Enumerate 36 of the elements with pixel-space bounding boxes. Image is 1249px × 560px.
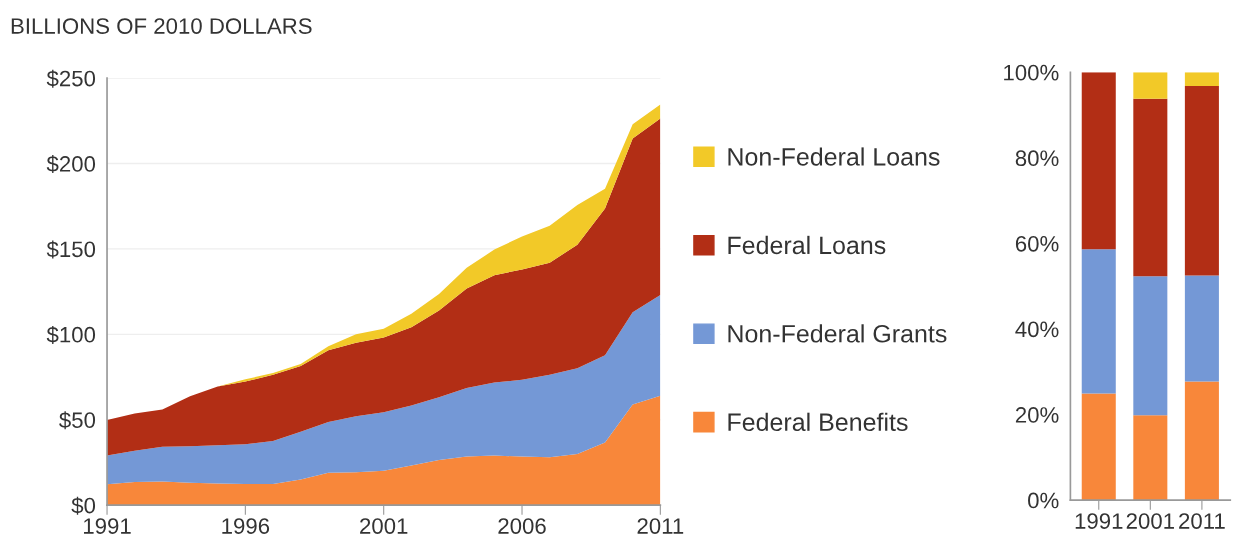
bar — [1184, 275, 1219, 382]
y-tick-label: $100 — [46, 325, 96, 344]
x-tick-label: 1991 — [1075, 513, 1123, 529]
y-tick-label: 40% — [1015, 321, 1059, 338]
x-tick-label: 2011 — [1179, 513, 1225, 529]
y-tick-label: $50 — [59, 411, 96, 430]
x-tick-label: 2001 — [1126, 513, 1174, 529]
bar — [1184, 381, 1219, 501]
y-tick-label: 100% — [1004, 64, 1059, 81]
y-tick-label: $0 — [71, 496, 96, 515]
y-tick-label: $200 — [46, 155, 96, 174]
x-tick-label: 1996 — [222, 518, 270, 534]
x-tick-label: 2011 — [637, 518, 684, 534]
bar — [1081, 72, 1116, 250]
chart-title: BILLIONS OF 2010 DOLLARS — [11, 18, 312, 34]
bar — [1133, 276, 1168, 416]
y-tick-label: $250 — [46, 69, 96, 88]
bar — [1184, 85, 1219, 276]
bar — [1133, 72, 1168, 99]
legend-label: Non-Federal Grants — [728, 324, 947, 343]
y-tick-label: 80% — [1015, 150, 1059, 167]
y-tick-label: 60% — [1015, 235, 1059, 252]
legend-label: Federal Benefits — [728, 412, 908, 432]
x-tick-label: 1991 — [84, 518, 131, 534]
y-tick-label: $150 — [46, 240, 96, 259]
bar — [1081, 249, 1116, 394]
bar — [1133, 98, 1168, 277]
bar — [1081, 393, 1116, 501]
bar — [1184, 72, 1219, 86]
bar — [1133, 415, 1168, 501]
x-tick-label: 2006 — [498, 518, 546, 534]
y-tick-label: 0% — [1028, 492, 1059, 509]
legend-label: Non-Federal Loans — [728, 147, 940, 166]
y-tick-label: 20% — [1015, 407, 1059, 423]
legend-label: Federal Loans — [728, 235, 886, 255]
x-tick-label: 2001 — [360, 518, 408, 534]
